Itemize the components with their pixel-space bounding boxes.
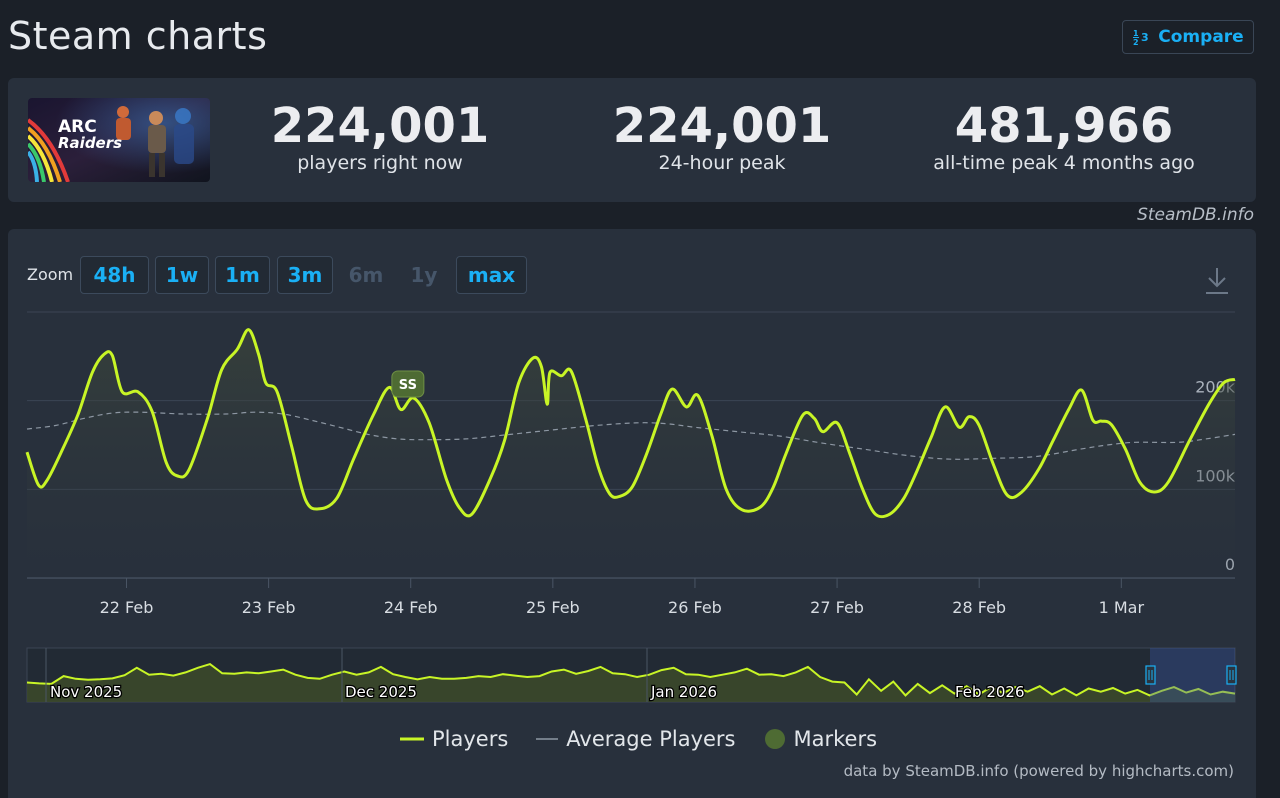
x-tick-label: 24 Feb xyxy=(384,598,438,617)
game-art[interactable]: ARC Raiders xyxy=(28,98,210,182)
zoom-max-button[interactable]: max xyxy=(456,256,527,294)
marker-ss[interactable]: SS xyxy=(391,370,425,398)
legend-item-markers[interactable]: Markers xyxy=(764,727,878,751)
navigator-handle-right[interactable] xyxy=(1226,665,1237,685)
svg-text:3: 3 xyxy=(1141,31,1149,44)
stat-label: 24-hour peak xyxy=(658,152,786,174)
highcharts-credit[interactable]: data by SteamDB.info (powered by highcha… xyxy=(843,762,1234,780)
stat-all-time-peak: 481,966 all-time peak 4 months ago xyxy=(914,98,1214,174)
stat-value: 224,001 xyxy=(612,98,832,154)
x-tick-label: 27 Feb xyxy=(810,598,864,617)
legend-label: Players xyxy=(432,727,509,751)
x-tick-label: 22 Feb xyxy=(100,598,154,617)
zoom-3m-button[interactable]: 3m xyxy=(277,256,333,294)
page-title: Steam charts xyxy=(8,14,268,58)
game-art-title-2: Raiders xyxy=(58,134,122,152)
stat-value: 481,966 xyxy=(954,98,1174,154)
players-area xyxy=(27,329,1235,578)
stat-players-now: 224,001 players right now xyxy=(255,98,505,174)
compare-label: Compare xyxy=(1158,27,1244,47)
steamdb-credit[interactable]: SteamDB.info xyxy=(1137,205,1254,225)
stat-value: 224,001 xyxy=(270,98,490,154)
legend-label: Markers xyxy=(793,727,878,751)
navigator-label: Feb 2026 xyxy=(955,683,1025,701)
chart-legend: Players Average Players Markers xyxy=(400,727,877,751)
stats-panel: ARC Raiders 224,001 players right now 22… xyxy=(8,78,1256,202)
stat-label: all-time peak 4 months ago xyxy=(933,152,1195,174)
stat-24h-peak: 224,001 24-hour peak xyxy=(597,98,847,174)
game-art-title-1: ARC xyxy=(58,117,97,137)
zoom-1m-button[interactable]: 1m xyxy=(215,256,270,294)
navigator-handle-left[interactable] xyxy=(1145,665,1156,685)
zoom-1y-button: 1y xyxy=(410,263,438,287)
navigator[interactable]: Nov 2025 Dec 2025 Jan 2026 Feb 2026 xyxy=(26,647,1237,703)
legend-label: Average Players xyxy=(566,727,736,751)
svg-text:1: 1 xyxy=(1133,29,1139,38)
legend-item-average[interactable]: Average Players xyxy=(536,727,736,751)
marker-dot-icon xyxy=(764,729,785,749)
x-tick-label: 1 Mar xyxy=(1099,598,1145,617)
legend-item-players[interactable]: Players xyxy=(400,727,508,751)
average-players-line xyxy=(26,411,1236,460)
x-tick-label: 25 Feb xyxy=(526,598,580,617)
navigator-label: Dec 2025 xyxy=(345,683,417,701)
zoom-label: Zoom xyxy=(27,265,74,284)
markers-layer[interactable]: SS xyxy=(391,370,425,398)
navigator-area xyxy=(27,664,1235,702)
download-icon[interactable] xyxy=(1204,266,1230,296)
average-line-icon xyxy=(536,738,559,740)
navigator-label: Nov 2025 xyxy=(50,683,122,701)
zoom-6m-button: 6m xyxy=(348,263,384,287)
navigator-line xyxy=(26,662,1236,697)
players-line-icon xyxy=(400,737,424,741)
navigator-selection[interactable] xyxy=(1150,648,1235,702)
zoom-1w-button[interactable]: 1w xyxy=(155,256,209,294)
stat-label: players right now xyxy=(297,152,463,174)
x-tick-label: 23 Feb xyxy=(242,598,296,617)
x-axis: 22 Feb 23 Feb 24 Feb 25 Feb 26 Feb 27 Feb 28 F… xyxy=(27,577,1235,617)
svg-text:2: 2 xyxy=(1133,38,1139,46)
x-tick-label: 26 Feb xyxy=(668,598,722,617)
players-line xyxy=(25,328,1236,519)
x-tick-label: 28 Feb xyxy=(952,598,1006,617)
zoom-48h-button[interactable]: 48h xyxy=(80,256,149,294)
marker-label: SS xyxy=(399,378,417,393)
navigator-label: Jan 2026 xyxy=(650,683,717,701)
